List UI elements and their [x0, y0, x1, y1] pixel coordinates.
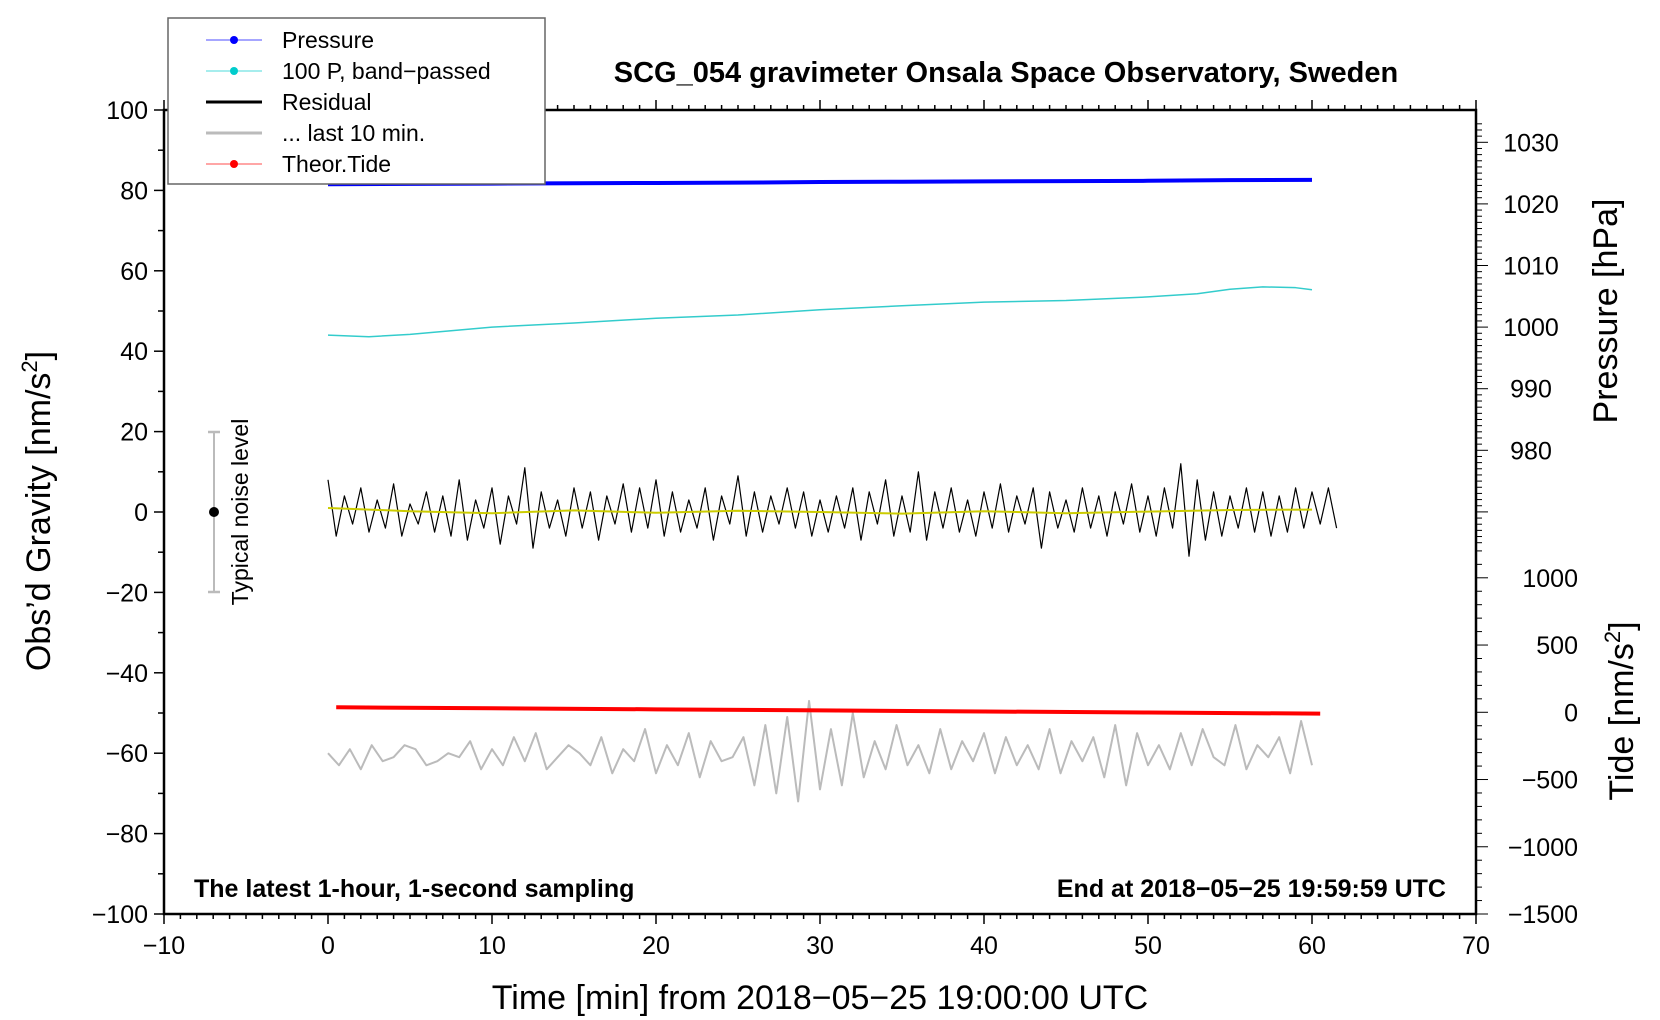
noise-label: Typical noise level: [227, 419, 253, 606]
pressure-tick-label: 1000: [1503, 314, 1559, 342]
x-tick-label: 40: [970, 932, 998, 960]
legend-marker: [230, 160, 238, 168]
pressure-tick-label: 990: [1510, 376, 1552, 404]
legend-entry: ... last 10 min.: [206, 120, 425, 146]
x-axis-label: Time [min] from 2018−05−25 19:00:00 UTC: [492, 979, 1148, 1017]
y-tick-label: −20: [106, 579, 148, 607]
series-last-10-min: [327, 699, 1313, 803]
legend-label: Pressure: [282, 27, 374, 53]
legend-label: 100 P, band−passed: [282, 58, 491, 84]
legend-entry: Residual: [206, 89, 372, 115]
tide-tick-label: −500: [1522, 767, 1578, 795]
y-tick-label: −40: [106, 660, 148, 688]
y-axis-label-sup: 2: [17, 360, 42, 372]
y-tick-label: 60: [120, 258, 148, 286]
chart-title: SCG_054 gravimeter Onsala Space Observat…: [614, 57, 1398, 89]
series-theor-tide: [336, 705, 1321, 716]
y-tick-label: −100: [92, 901, 148, 929]
x-tick-label: −10: [143, 932, 185, 960]
x-tick-label: 10: [478, 932, 506, 960]
legend-label: Residual: [282, 89, 372, 115]
noise-level-indicator: Typical noise level: [208, 419, 253, 606]
y-tick-label: 20: [120, 419, 148, 447]
tide-axis-label: Tide [nm/s2]: [1600, 621, 1641, 800]
noise-center-dot: [209, 507, 219, 517]
annotation-left: The latest 1-hour, 1-second sampling: [194, 875, 634, 903]
tide-tick-label: −1500: [1508, 901, 1578, 929]
y-tick-label: 0: [134, 499, 148, 527]
series-residual-smoothed: [327, 506, 1313, 515]
series-residual: [327, 463, 1338, 557]
x-tick-label: 70: [1462, 932, 1490, 960]
x-tick-label: 60: [1298, 932, 1326, 960]
tide-tick-label: 1000: [1522, 565, 1578, 593]
y-axis-label: Obs’d Gravity [nm/s2]: [17, 351, 58, 671]
pressure-tick-label: 1010: [1503, 253, 1559, 281]
pressure-tick-label: 980: [1510, 437, 1552, 465]
y-tick-label: 80: [120, 177, 148, 205]
legend-marker: [230, 67, 238, 75]
tide-tick-label: 0: [1564, 699, 1578, 727]
y-tick-label: −80: [106, 821, 148, 849]
x-tick-label: 30: [806, 932, 834, 960]
legend-entry: Theor.Tide: [206, 151, 391, 177]
legend-entry: 100 P, band−passed: [206, 58, 491, 84]
pressure-tick-label: 1020: [1503, 191, 1559, 219]
legend-entry: Pressure: [206, 27, 374, 53]
legend: Pressure 100 P, band−passed Residual ... la…: [167, 17, 546, 185]
legend-label: ... last 10 min.: [282, 120, 425, 146]
x-tick-label: 20: [642, 932, 670, 960]
legend-label: Theor.Tide: [282, 151, 391, 177]
legend-marker: [230, 36, 238, 44]
x-tick-label: 50: [1134, 932, 1162, 960]
annotation-right: End at 2018−05−25 19:59:59 UTC: [1057, 875, 1446, 903]
x-tick-label: 0: [321, 932, 335, 960]
tide-tick-label: −1000: [1508, 834, 1578, 862]
pressure-axis-label: Pressure [hPa]: [1587, 199, 1625, 424]
pressure-tick-label: 1030: [1503, 129, 1559, 157]
tide-tick-label: 500: [1536, 632, 1578, 660]
y-tick-label: 100: [106, 97, 148, 125]
y-tick-label: −60: [106, 740, 148, 768]
tide-axis-label-sup: 2: [1600, 631, 1625, 643]
y-tick-label: 40: [120, 338, 148, 366]
series-100-p-band-passed: [327, 286, 1313, 338]
